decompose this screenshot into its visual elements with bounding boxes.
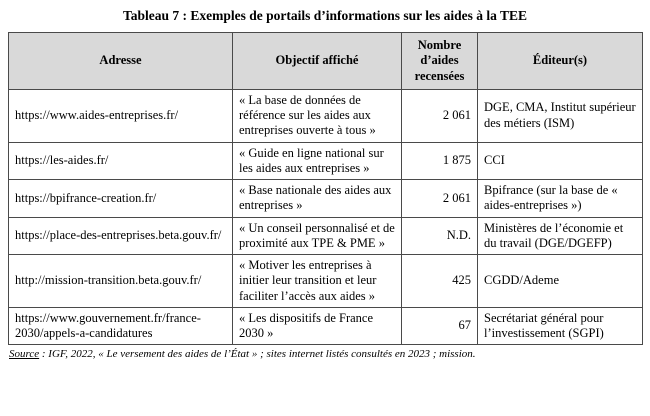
cell-editeur: CGDD/Ademe xyxy=(477,254,643,308)
cell-objectif: « Les dispositifs de France 2030 » xyxy=(232,306,402,346)
source-label: Source xyxy=(9,348,40,361)
header-objectif: Objectif affiché xyxy=(232,32,402,90)
cell-nombre-aides: 2 061 xyxy=(401,179,478,218)
table-row: https://les-aides.fr/ « Guide en ligne n… xyxy=(8,141,643,180)
cell-nombre-aides: 67 xyxy=(401,306,478,346)
header-row: Adresse Objectif affiché Nombre d’aides … xyxy=(8,32,643,90)
cell-adresse: http://mission-transition.beta.gouv.fr/ xyxy=(8,254,233,308)
table-row: https://www.gouvernement.fr/france-2030/… xyxy=(8,306,643,346)
cell-editeur: DGE, CMA, Institut supérieur des métiers… xyxy=(477,88,643,143)
cell-editeur: Secrétariat général pour l’investissemen… xyxy=(477,306,643,346)
cell-nombre-aides: N.D. xyxy=(401,216,478,255)
cell-editeur: CCI xyxy=(477,141,643,180)
table-row: https://bpifrance-creation.fr/ « Base na… xyxy=(8,179,643,218)
cell-adresse: https://les-aides.fr/ xyxy=(8,141,233,180)
table-row: https://place-des-entreprises.beta.gouv.… xyxy=(8,216,643,255)
header-adresse: Adresse xyxy=(8,32,233,90)
table-title: Tableau 7 : Exemples de portails d’infor… xyxy=(122,8,528,23)
cell-objectif: « Motiver les entreprises à initier leur… xyxy=(232,254,402,308)
header-nombre-aides: Nombre d’aides recensées xyxy=(401,32,478,90)
cell-nombre-aides: 1 875 xyxy=(401,141,478,180)
cell-adresse: https://www.gouvernement.fr/france-2030/… xyxy=(8,306,233,346)
cell-nombre-aides: 2 061 xyxy=(401,88,478,143)
cell-objectif: « Un conseil personnalisé et de proximit… xyxy=(232,216,402,255)
cell-editeur: Bpifrance (sur la base de « aides-entrep… xyxy=(477,179,643,218)
source-text: : IGF, 2022, « Le versement des aides de… xyxy=(39,348,476,361)
table-row: http://mission-transition.beta.gouv.fr/ … xyxy=(8,254,643,308)
cell-adresse: https://place-des-entreprises.beta.gouv.… xyxy=(8,216,233,255)
cell-adresse: https://www.aides-entreprises.fr/ xyxy=(8,88,233,143)
cell-objectif: « Guide en ligne national sur les aides … xyxy=(232,141,402,180)
cell-editeur: Ministères de l’économie et du travail (… xyxy=(477,216,643,255)
cell-objectif: « Base nationale des aides aux entrepris… xyxy=(232,179,402,218)
aid-portals-table: Adresse Objectif affiché Nombre d’aides … xyxy=(8,32,643,346)
cell-nombre-aides: 425 xyxy=(401,254,478,308)
table-row: https://www.aides-entreprises.fr/ « La b… xyxy=(8,88,643,143)
cell-objectif: « La base de données de référence sur le… xyxy=(232,88,402,143)
source-note: Source : IGF, 2022, « Le versement des a… xyxy=(8,348,642,360)
header-editeurs: Éditeur(s) xyxy=(477,32,643,90)
cell-adresse: https://bpifrance-creation.fr/ xyxy=(8,179,233,218)
